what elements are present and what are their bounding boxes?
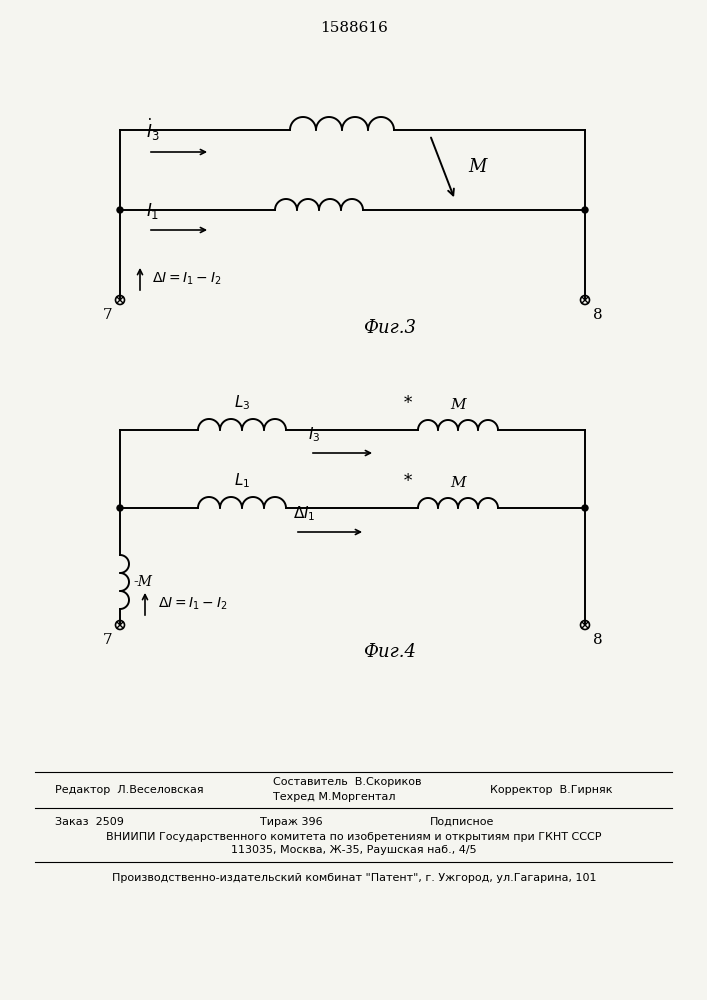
Circle shape [117,505,123,511]
Text: 7: 7 [103,308,112,322]
Text: -M: -M [133,575,152,589]
Text: Производственно-издательский комбинат "Патент", г. Ужгород, ул.Гагарина, 101: Производственно-издательский комбинат "П… [112,873,596,883]
Text: Редактор  Л.Веселовская: Редактор Л.Веселовская [55,785,204,795]
Text: $I_1$: $I_1$ [146,201,159,221]
Text: M: M [450,398,466,412]
Text: *: * [404,395,412,412]
Text: Техред М.Моргентал: Техред М.Моргентал [273,792,395,802]
Text: $\Delta I = I_1 - I_2$: $\Delta I = I_1 - I_2$ [158,596,228,612]
Text: $L_1$: $L_1$ [234,471,250,490]
Text: Фиг.4: Фиг.4 [363,643,416,661]
Text: M: M [450,476,466,490]
Text: $I_3$: $I_3$ [308,425,320,444]
Text: $L_3$: $L_3$ [234,393,250,412]
Text: Тираж 396: Тираж 396 [260,817,322,827]
Circle shape [117,207,123,213]
Text: M: M [468,158,486,176]
Circle shape [582,207,588,213]
Text: Фиг.3: Фиг.3 [363,319,416,337]
Text: 7: 7 [103,633,112,647]
Text: Составитель  В.Скориков: Составитель В.Скориков [273,777,421,787]
Text: Подписное: Подписное [430,817,494,827]
Text: Корректор  В.Гирняк: Корректор В.Гирняк [490,785,612,795]
Text: 1588616: 1588616 [320,21,388,35]
Text: 113035, Москва, Ж-35, Раушская наб., 4/5: 113035, Москва, Ж-35, Раушская наб., 4/5 [231,845,477,855]
Text: 8: 8 [593,633,602,647]
Text: Заказ  2509: Заказ 2509 [55,817,124,827]
Text: $\Delta I = I_1 - I_2$: $\Delta I = I_1 - I_2$ [152,271,221,287]
Text: $\Delta I_1$: $\Delta I_1$ [293,504,315,523]
Text: $\dot{I}_3$: $\dot{I}_3$ [146,117,160,143]
Text: ВНИИПИ Государственного комитета по изобретениям и открытиям при ГКНТ СССР: ВНИИПИ Государственного комитета по изоб… [106,832,602,842]
Text: *: * [404,473,412,490]
Circle shape [582,505,588,511]
Text: 8: 8 [593,308,602,322]
